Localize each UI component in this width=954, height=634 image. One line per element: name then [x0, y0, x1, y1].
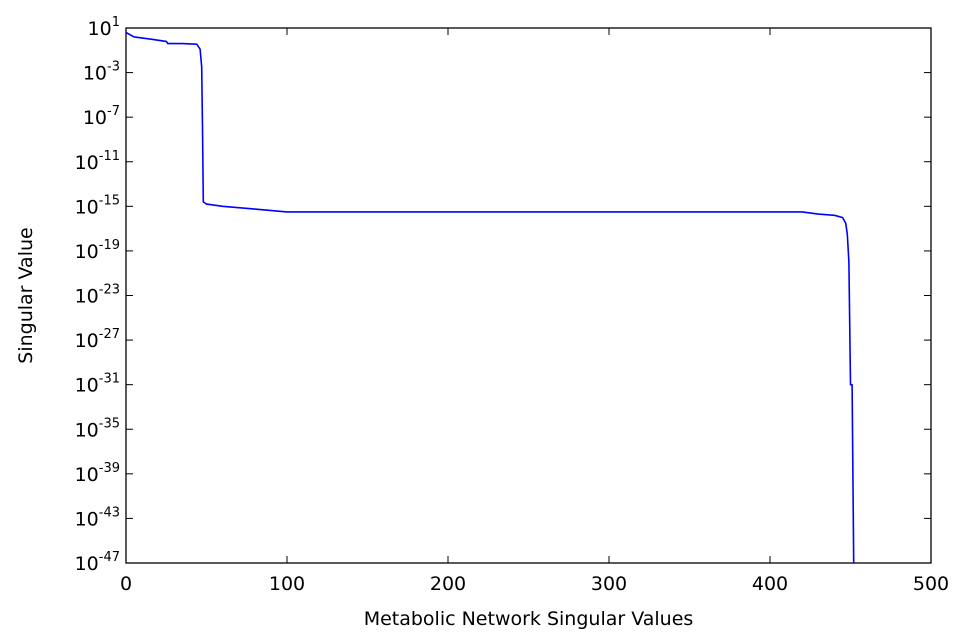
y-tick-base: 10	[75, 464, 99, 486]
y-tick-exponent: -43	[99, 505, 120, 520]
x-tick-label: 300	[591, 573, 627, 595]
y-tick-label: 10-11	[75, 149, 120, 174]
y-tick-exponent: -31	[99, 372, 120, 387]
y-tick-base: 10	[75, 508, 99, 530]
axis-ticks	[125, 27, 932, 564]
y-tick-base: 10	[75, 196, 99, 218]
y-tick-base: 10	[75, 241, 99, 263]
x-axis-title: Metabolic Network Singular Values	[364, 608, 694, 630]
y-tick-label: 10-39	[75, 461, 120, 486]
y-tick-base: 10	[75, 330, 99, 352]
y-tick-base: 10	[75, 286, 99, 308]
y-tick-label: 101	[88, 15, 120, 40]
tick-labels: 0 100 200 300 400 50010110-310-710-1110-1510-…	[75, 15, 950, 595]
plot-frame	[125, 27, 932, 564]
x-tick-label: 0	[120, 573, 132, 595]
y-tick-base: 10	[88, 18, 112, 40]
y-tick-base: 10	[83, 63, 107, 85]
y-tick-base: 10	[75, 553, 99, 575]
y-tick-label: 10-7	[83, 104, 120, 129]
y-tick-exponent: -27	[99, 327, 120, 342]
series-line	[125, 31, 855, 564]
y-tick-label: 10-3	[83, 60, 120, 85]
y-tick-label: 10-31	[75, 372, 120, 397]
y-axis-title: Singular Value	[15, 227, 37, 363]
y-tick-exponent: -3	[107, 60, 120, 75]
y-tick-label: 10-35	[75, 416, 120, 441]
x-tick-label: 400	[752, 573, 788, 595]
y-tick-label: 10-43	[75, 505, 120, 530]
y-tick-exponent: -39	[99, 461, 120, 476]
y-tick-exponent: -11	[99, 149, 120, 164]
y-tick-exponent: -23	[99, 283, 120, 298]
y-tick-exponent: -7	[107, 104, 120, 119]
x-tick-label: 200	[430, 573, 466, 595]
y-tick-exponent: -47	[99, 550, 120, 565]
y-tick-base: 10	[83, 107, 107, 129]
y-tick-base: 10	[75, 375, 99, 397]
plot-area: 0 100 200 300 400 50010110-310-710-1110-1510-…	[75, 15, 950, 595]
x-tick-label: 500	[913, 573, 949, 595]
series-group	[125, 31, 855, 564]
y-tick-exponent: -15	[99, 193, 120, 208]
y-tick-base: 10	[75, 419, 99, 441]
y-tick-label: 10-47	[75, 550, 120, 575]
y-tick-exponent: -19	[99, 238, 120, 253]
y-tick-exponent: -35	[99, 416, 120, 431]
y-tick-label: 10-27	[75, 327, 120, 352]
y-tick-label: 10-15	[75, 193, 120, 218]
y-tick-exponent: 1	[112, 15, 120, 30]
x-tick-label: 100	[269, 573, 305, 595]
y-tick-label: 10-23	[75, 283, 120, 308]
y-tick-base: 10	[75, 152, 99, 174]
y-tick-label: 10-19	[75, 238, 120, 263]
